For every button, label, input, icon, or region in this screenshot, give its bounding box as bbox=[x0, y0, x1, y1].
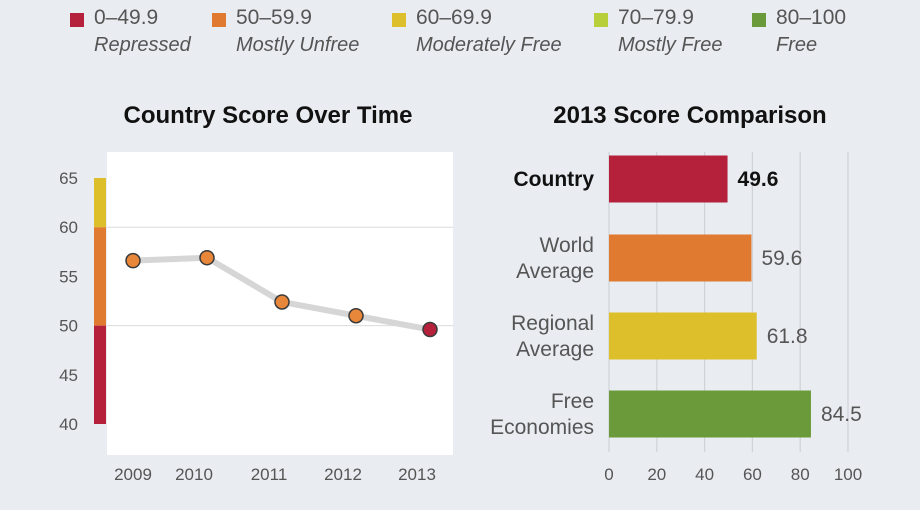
legend-swatch bbox=[392, 13, 406, 27]
bar-value-label: 84.5 bbox=[821, 403, 862, 426]
legend-label: Moderately Free bbox=[416, 34, 562, 56]
bar-value-label: 59.6 bbox=[761, 247, 802, 270]
legend-range: 0–49.9 bbox=[94, 6, 159, 29]
x-tick-label: 2012 bbox=[324, 465, 362, 484]
score-point bbox=[274, 294, 290, 310]
legend-label: Mostly Unfree bbox=[236, 34, 360, 56]
score-point bbox=[199, 249, 215, 266]
bar-value-label: 49.6 bbox=[738, 168, 779, 191]
legend-swatch bbox=[752, 13, 766, 27]
legend-range: 80–100 bbox=[776, 6, 847, 29]
x-tick-label: 40 bbox=[695, 465, 714, 484]
score-band bbox=[94, 178, 106, 228]
bar bbox=[609, 390, 811, 438]
bar-category-label: Average bbox=[516, 260, 594, 283]
score-band bbox=[94, 325, 106, 424]
y-tick-label: 45 bbox=[59, 366, 78, 385]
score-point bbox=[422, 321, 438, 338]
legend-label: Free bbox=[776, 34, 818, 56]
bar-category-label: Regional bbox=[511, 312, 594, 335]
legend-range: 50–59.9 bbox=[236, 6, 312, 29]
x-tick-label: 2009 bbox=[114, 465, 152, 484]
bar-category-label: Economies bbox=[490, 416, 594, 439]
bar bbox=[609, 234, 752, 282]
legend-range: 60–69.9 bbox=[416, 6, 492, 29]
bar-category-label: Country bbox=[514, 168, 595, 191]
bar-chart-title: 2013 Score Comparison bbox=[553, 102, 827, 129]
y-tick-label: 50 bbox=[59, 317, 78, 336]
score-point bbox=[348, 308, 364, 324]
bar bbox=[609, 312, 757, 360]
score-band bbox=[94, 227, 106, 326]
legend-swatch bbox=[594, 13, 608, 27]
x-tick-label: 2013 bbox=[398, 465, 436, 484]
legend-swatch bbox=[70, 13, 84, 27]
legend-label: Repressed bbox=[94, 34, 191, 56]
x-tick-label: 2010 bbox=[175, 465, 213, 484]
bar bbox=[609, 155, 728, 203]
y-tick-label: 60 bbox=[59, 218, 78, 237]
bar-category-label: Average bbox=[516, 338, 594, 361]
y-tick-label: 55 bbox=[59, 267, 78, 286]
legend-label: Mostly Free bbox=[618, 34, 723, 56]
y-tick-label: 40 bbox=[59, 415, 78, 434]
x-tick-label: 80 bbox=[791, 465, 810, 484]
line-chart-title: Country Score Over Time bbox=[123, 102, 413, 129]
x-tick-label: 20 bbox=[647, 465, 666, 484]
legend-swatch bbox=[212, 13, 226, 27]
bar-category-label: Free bbox=[551, 390, 594, 413]
x-tick-label: 60 bbox=[743, 465, 762, 484]
x-tick-label: 100 bbox=[834, 465, 862, 484]
legend-range: 70–79.9 bbox=[618, 6, 694, 29]
legend: 0–49.9 Repressed 50–59.9 Mostly Unfree 60–69… bbox=[0, 4, 920, 64]
bar-value-label: 61.8 bbox=[767, 325, 808, 348]
x-tick-label: 0 bbox=[604, 465, 613, 484]
x-tick-label: 2011 bbox=[251, 465, 288, 484]
score-point bbox=[125, 252, 141, 269]
y-tick-label: 65 bbox=[59, 169, 78, 188]
bar-category-label: World bbox=[540, 234, 594, 257]
